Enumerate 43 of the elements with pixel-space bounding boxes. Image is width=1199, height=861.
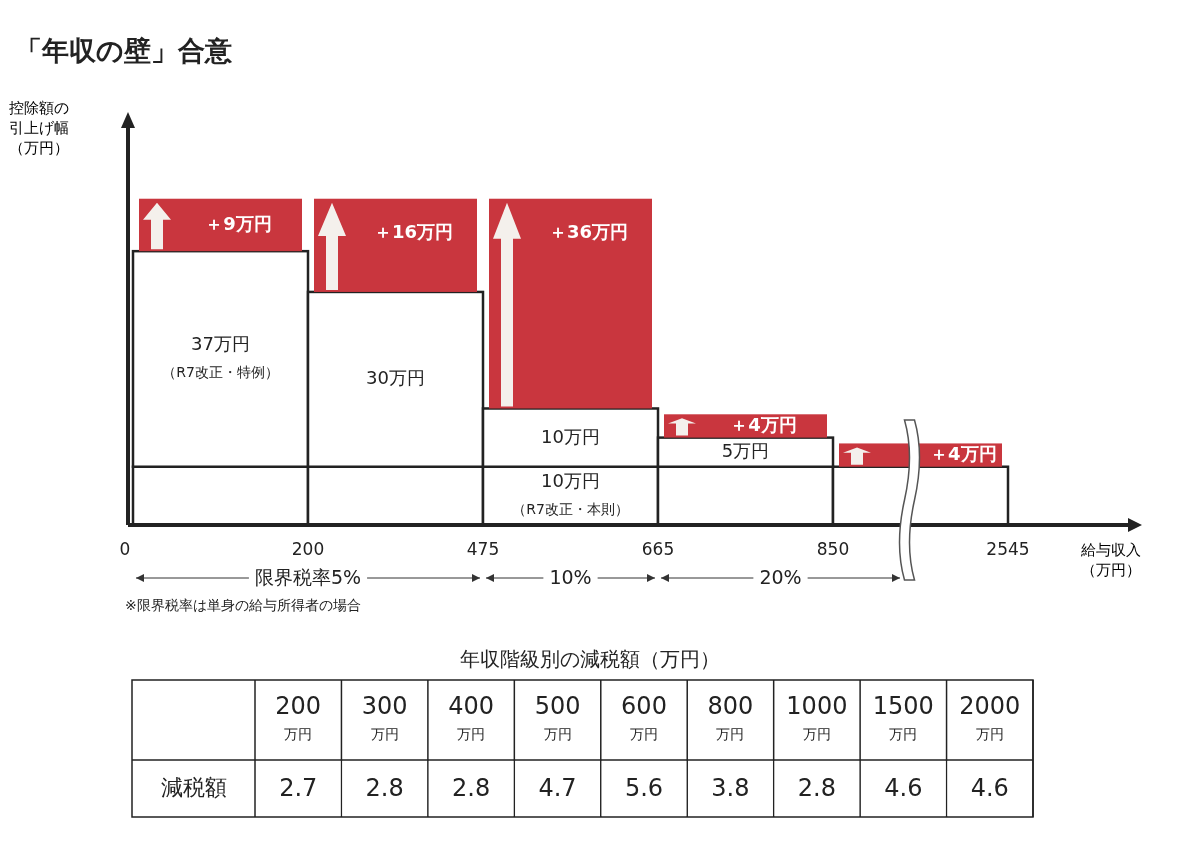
y-axis-title: 控除額の引上げ幅（万円） (8, 98, 70, 158)
data-label: ＋36万円 (548, 220, 629, 242)
y-tick-label: 減税額 (160, 774, 227, 800)
x-axis-title: 給与収入（万円） (1080, 540, 1142, 580)
data-label: ＋16万円 (373, 220, 454, 242)
text: 2545 (986, 539, 1030, 559)
text: 0 (119, 539, 131, 559)
text: 850 (816, 539, 850, 559)
data-label: 4.6 (970, 773, 1009, 802)
data-label: 5万円 (721, 440, 770, 462)
bar (139, 198, 302, 252)
text: ※限界税率は単身の給与所得者の場合 (125, 597, 361, 613)
chart-title: 「年収の壁」合意 (15, 34, 233, 66)
data-label: 37万円（R7改正・特例） (162, 332, 279, 380)
data-label: 3.8 (711, 773, 750, 802)
data-label: ＋4万円 (730, 413, 797, 435)
data-label: 30万円 (366, 367, 425, 389)
text: 665 (641, 539, 675, 559)
x-tick-label: 600万円 (621, 692, 667, 742)
data-label: 4.6 (884, 773, 923, 802)
bar (314, 198, 477, 292)
text: 475 (466, 539, 500, 559)
x-tick-label: 200万円 (275, 692, 322, 742)
data-label: 4.7 (538, 773, 577, 802)
chart-title: 年収階級別の減税額（万円） (460, 646, 720, 671)
x-tick-label: 400万円 (448, 692, 495, 742)
x-tick-label: 1500万円 (872, 692, 934, 742)
data-label: ＋4万円 (929, 443, 997, 465)
x-tick-label: 300万円 (361, 692, 408, 742)
x-tick-label: 2000万円 (959, 692, 1021, 742)
data-label: 2.7 (279, 773, 318, 802)
data-label: 2.8 (797, 773, 836, 802)
x-tick-label: 800万円 (707, 692, 754, 742)
data-label: 2.8 (365, 773, 404, 802)
data-label: 10万円 (541, 425, 600, 447)
data-label: 2.8 (452, 773, 491, 802)
text: 200 (291, 539, 325, 559)
data-label: ＋9万円 (205, 212, 272, 234)
data-label: 10万円（R7改正・本則） (512, 469, 629, 517)
bar (489, 198, 652, 409)
x-tick-label: 500万円 (534, 692, 581, 742)
data-label: 5.6 (624, 773, 664, 802)
x-tick-label: 1000万円 (786, 692, 848, 742)
